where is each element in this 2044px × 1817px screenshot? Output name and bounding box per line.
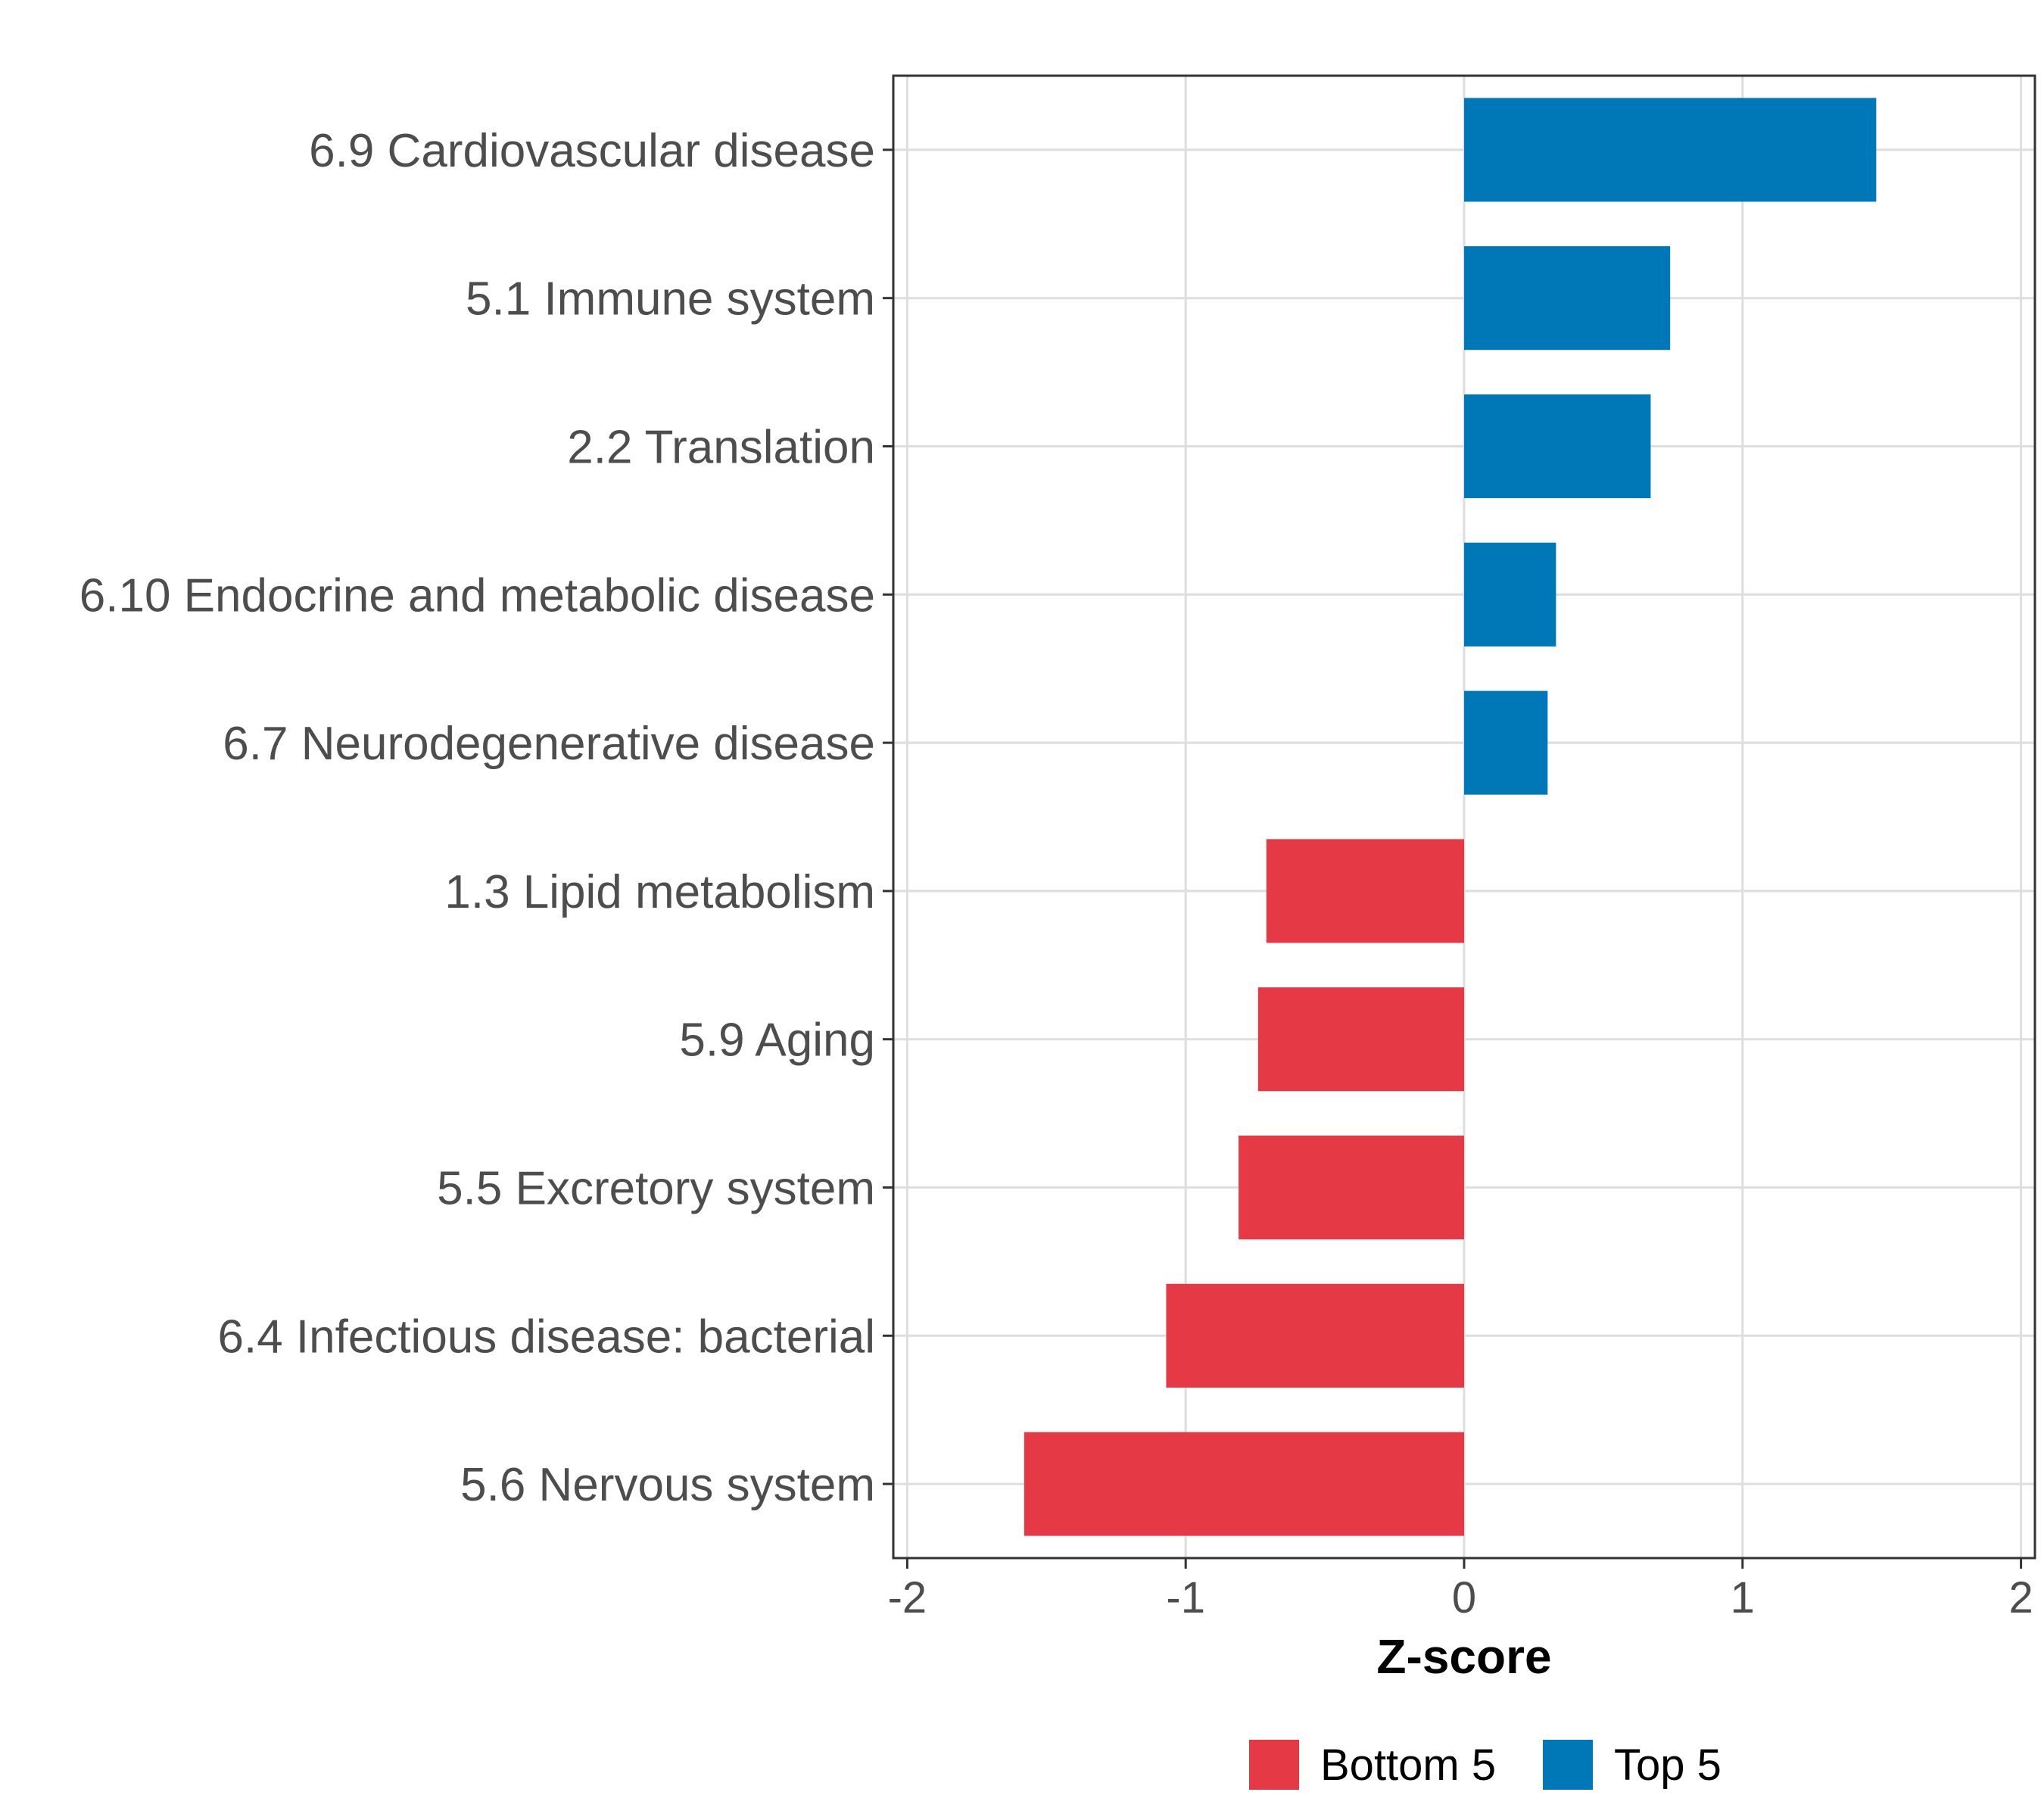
y-tick-label: 6.9 Cardiovascular disease <box>309 125 875 177</box>
y-tick-label: 1.3 Lipid metabolism <box>444 866 875 918</box>
y-tick-label: 6.7 Neurodegenerative disease <box>223 718 875 770</box>
legend-label: Top 5 <box>1614 1741 1722 1790</box>
bar-top <box>1464 542 1556 647</box>
bar-bottom <box>1024 1432 1464 1536</box>
x-tick-label: 2 <box>2008 1573 2033 1622</box>
x-axis: -2 -1 0 1 2 <box>888 1558 2033 1622</box>
y-tick-label: 2.2 Translation <box>567 422 875 474</box>
legend-swatch <box>1249 1740 1299 1790</box>
y-axis: 6.9 Cardiovascular disease 5.1 Immune sys… <box>79 125 893 1511</box>
y-tick-label: 5.1 Immune system <box>466 273 875 326</box>
bar-top <box>1464 394 1651 499</box>
bar-bottom <box>1257 987 1464 1092</box>
y-tick-label: 5.6 Nervous system <box>460 1459 875 1511</box>
bar-bottom <box>1166 1283 1464 1388</box>
bar-top <box>1464 98 1877 202</box>
bar-bottom <box>1266 839 1464 943</box>
y-tick-label: 6.4 Infectious disease: bacterial <box>217 1311 875 1363</box>
y-tick-label: 5.5 Excretory system <box>437 1163 875 1215</box>
legend-label: Bottom 5 <box>1320 1741 1496 1790</box>
x-tick-label: 1 <box>1731 1573 1755 1622</box>
x-axis-title: Z-score <box>1376 1629 1551 1684</box>
bar-top <box>1464 690 1548 795</box>
x-tick-label: 0 <box>1452 1573 1476 1622</box>
x-tick-label: -2 <box>888 1573 927 1622</box>
bar-bottom <box>1239 1135 1464 1240</box>
bar-top <box>1464 246 1671 351</box>
y-tick-label: 5.9 Aging <box>679 1014 875 1067</box>
legend: Bottom 5 Top 5 <box>1249 1740 1722 1790</box>
legend-swatch <box>1543 1740 1593 1790</box>
y-tick-label: 6.10 Endocrine and metabolic disease <box>79 569 875 622</box>
x-tick-label: -1 <box>1166 1573 1205 1622</box>
bars <box>1024 98 1877 1536</box>
